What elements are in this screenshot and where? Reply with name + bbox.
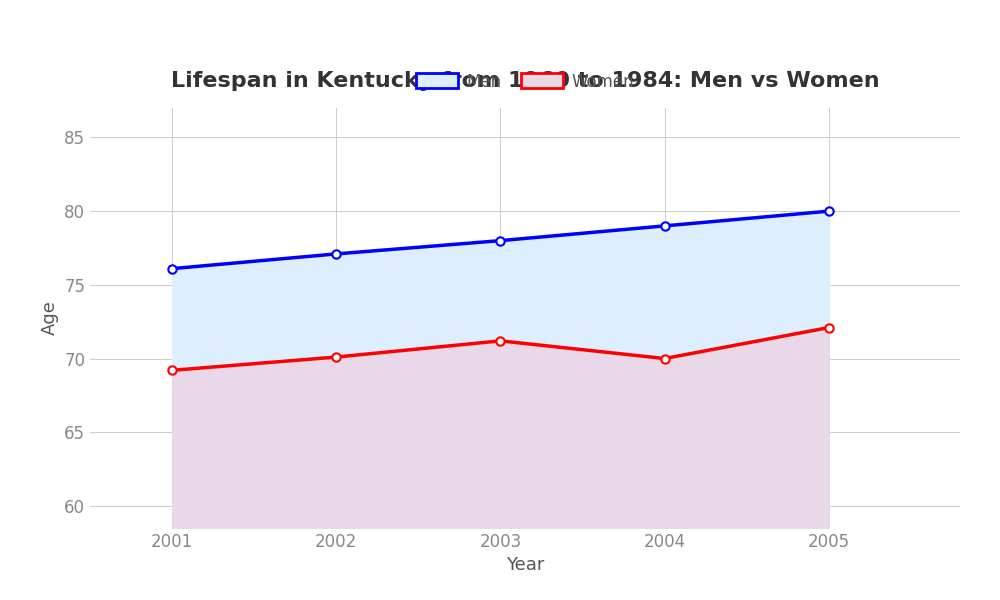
Y-axis label: Age: Age (41, 301, 59, 335)
Title: Lifespan in Kentucky from 1960 to 1984: Men vs Women: Lifespan in Kentucky from 1960 to 1984: … (171, 71, 879, 91)
X-axis label: Year: Year (506, 556, 544, 574)
Legend: Men, Women: Men, Women (409, 66, 641, 97)
